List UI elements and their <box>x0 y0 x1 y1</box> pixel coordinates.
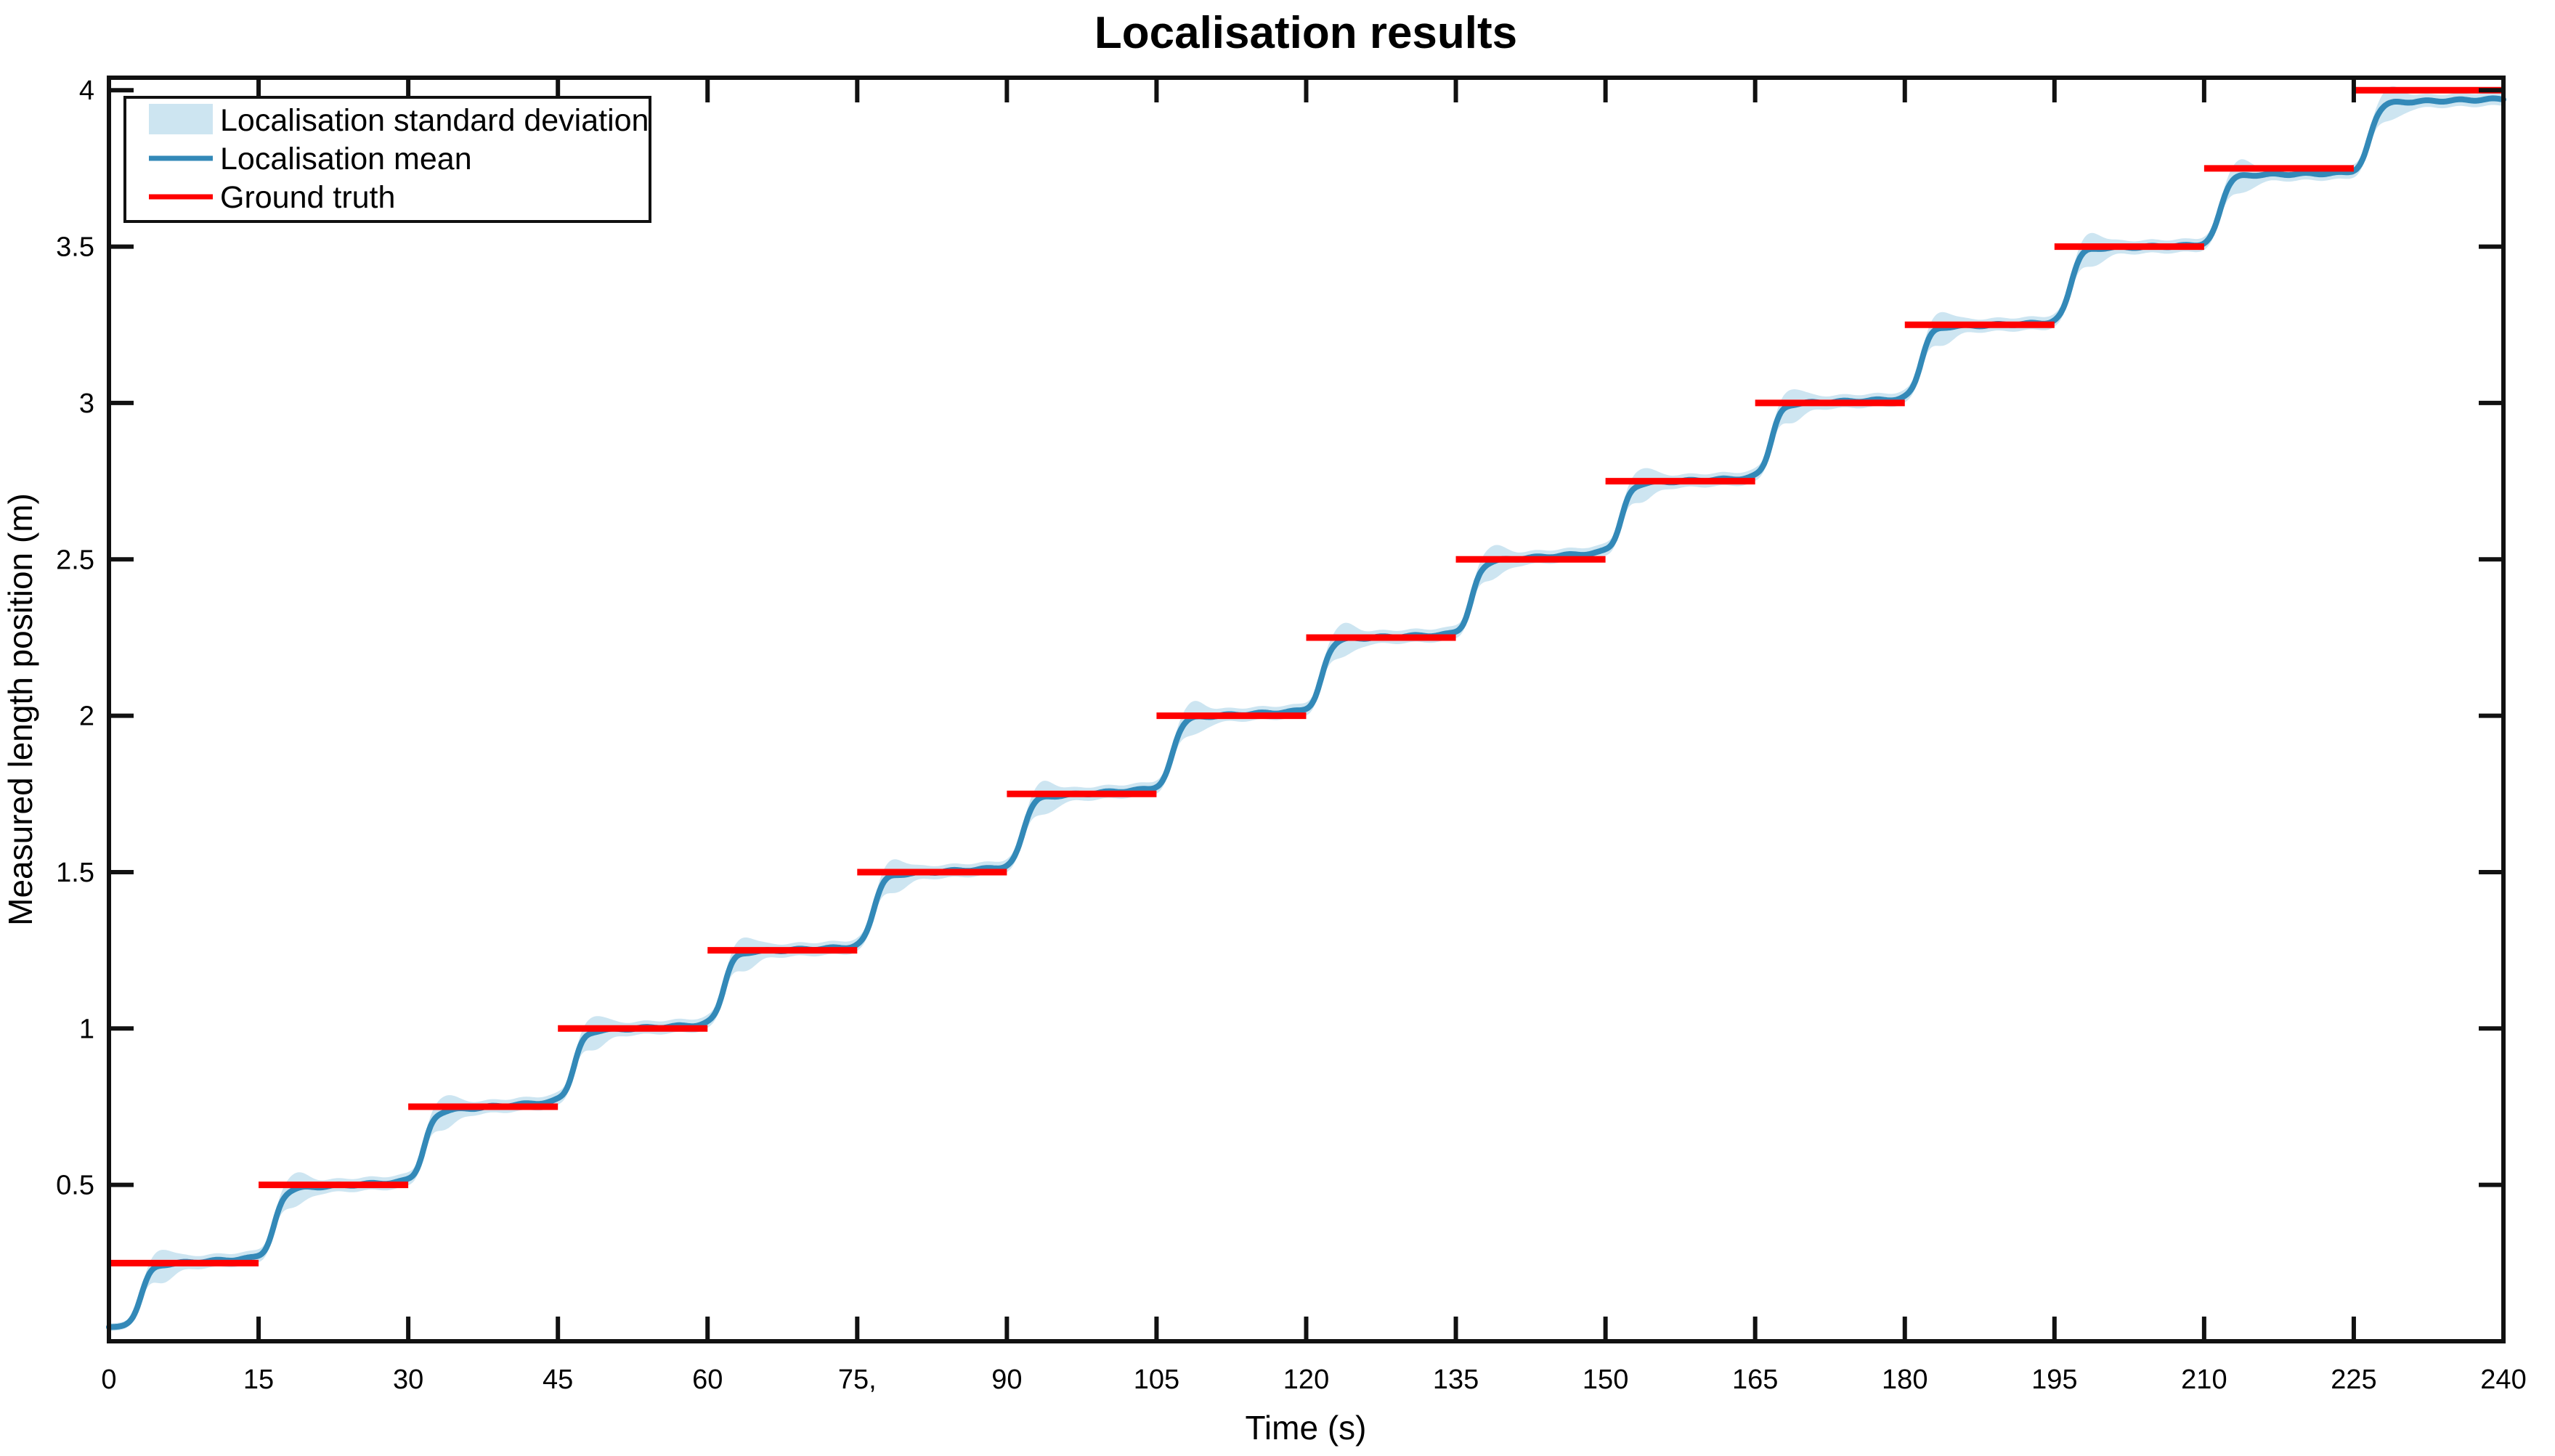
y-tick-label: 2.5 <box>56 545 94 575</box>
x-tick-label: 225 <box>2331 1365 2376 1395</box>
x-tick-label: 30 <box>393 1365 423 1395</box>
y-tick-label: 2 <box>79 701 94 732</box>
chart-title: Localisation results <box>1094 8 1517 58</box>
x-tick-label: 45 <box>543 1365 573 1395</box>
x-tick-label: 75, <box>838 1365 877 1395</box>
x-tick-labels: 0 15 30 45 60 75, 90 105 120 135 150 165 180 195 210 22… <box>101 1365 2526 1395</box>
y-tick-label: 4 <box>79 76 94 106</box>
x-tick-label: 0 <box>101 1365 116 1395</box>
legend-label-ground-truth: Ground truth <box>220 180 395 215</box>
x-tick-label: 240 <box>2480 1365 2526 1395</box>
x-tick-label: 90 <box>991 1365 1022 1395</box>
y-tick-label: 1.5 <box>56 858 94 888</box>
x-axis-label: Time (s) <box>1246 1409 1367 1447</box>
y-tick-label: 3.5 <box>56 232 94 263</box>
x-tick-label: 120 <box>1283 1365 1329 1395</box>
x-tick-label: 150 <box>1583 1365 1628 1395</box>
x-tick-label: 180 <box>1882 1365 1928 1395</box>
x-tick-label: 135 <box>1433 1365 1479 1395</box>
y-tick-labels: 0.5 1 1.5 2 2.5 3 3.5 4 <box>56 76 94 1200</box>
y-tick-label: 3 <box>79 389 94 419</box>
legend-swatch-std-deviation <box>149 104 213 134</box>
x-tick-label: 195 <box>2031 1365 2077 1395</box>
tick-marks-layer <box>107 78 2506 1341</box>
legend: Localisation standard deviation Localisa… <box>123 96 651 223</box>
x-tick-label: 60 <box>692 1365 723 1395</box>
y-tick-label: 0.5 <box>56 1171 94 1201</box>
x-tick-label: 15 <box>243 1365 274 1395</box>
x-tick-label: 165 <box>1732 1365 1778 1395</box>
legend-label-std-deviation: Localisation standard deviation <box>220 103 649 138</box>
legend-label-mean: Localisation mean <box>220 142 472 176</box>
ground-truth-layer <box>109 86 2503 1266</box>
x-tick-label: 210 <box>2181 1365 2227 1395</box>
y-axis-label: Measured length position (m) <box>1 493 39 926</box>
y-tick-label: 1 <box>79 1014 94 1044</box>
x-tick-label: 105 <box>1134 1365 1179 1395</box>
